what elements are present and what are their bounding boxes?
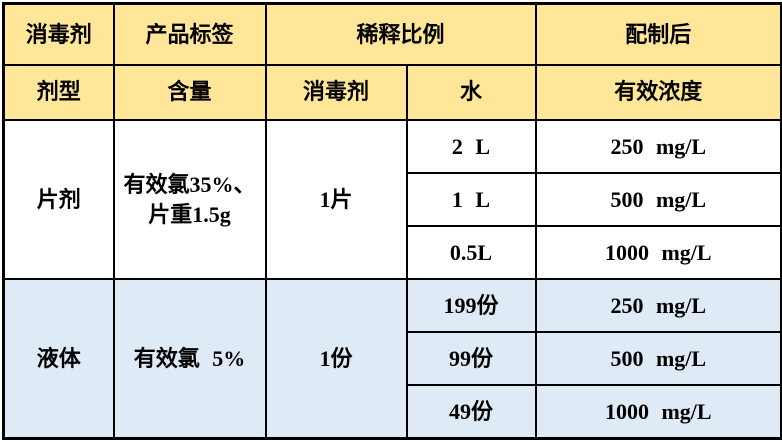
header-effective-concentration: 有效浓度 <box>534 63 782 121</box>
cell-tablet-dose: 1片 <box>264 118 408 281</box>
cell-concentration: 500 mg/L <box>534 331 782 387</box>
cell-tablet-form: 片剂 <box>2 118 115 281</box>
header-content: 含量 <box>112 63 267 121</box>
cell-water: 1 L <box>405 171 537 228</box>
cell-tablet-content: 有效氯35%、 片重1.5g <box>112 118 267 281</box>
cell-concentration: 250 mg/L <box>534 278 782 334</box>
header-product-label: 产品标签 <box>112 2 267 66</box>
cell-concentration: 250 mg/L <box>534 118 782 175</box>
header-dosage-form: 剂型 <box>2 63 115 121</box>
liquid-row-3: 49份 1000 mg/L <box>4 384 782 440</box>
cell-water: 99份 <box>405 331 537 387</box>
cell-water: 2 L <box>405 118 537 175</box>
cell-water: 0.5L <box>405 225 537 281</box>
cell-concentration: 1000 mg/L <box>534 225 782 281</box>
cell-liquid-content: 有效氯 5% <box>112 278 267 440</box>
cell-liquid-dose: 1份 <box>264 278 408 440</box>
header-after-preparation: 配制后 <box>534 2 782 66</box>
liquid-row-1: 液体 有效氯 5% 1份 199份 250 mg/L <box>2 278 782 440</box>
tablet-row-1: 片剂 有效氯35%、 片重1.5g 1片 2 L 250 mg/L <box>2 118 782 281</box>
cell-concentration: 500 mg/L <box>534 171 782 228</box>
tablet-row-3: 0.5L 1000 mg/L <box>4 225 782 281</box>
cell-water: 199份 <box>405 278 537 334</box>
header-disinfectant-amount: 消毒剂 <box>264 63 408 121</box>
header-disinfectant: 消毒剂 <box>2 2 115 66</box>
header-water: 水 <box>405 63 537 121</box>
header-dilution-ratio: 稀释比例 <box>264 2 537 66</box>
tablet-row-2: 1 L 500 mg/L <box>4 171 782 228</box>
cell-concentration: 1000 mg/L <box>534 384 782 440</box>
header-row-2: 剂型 含量 消毒剂 水 有效浓度 <box>2 63 782 121</box>
header-row-1: 消毒剂 产品标签 稀释比例 配制后 <box>2 2 782 66</box>
cell-water: 49份 <box>405 384 537 440</box>
liquid-row-2: 99份 500 mg/L <box>4 331 782 387</box>
cell-liquid-form: 液体 <box>2 278 115 440</box>
